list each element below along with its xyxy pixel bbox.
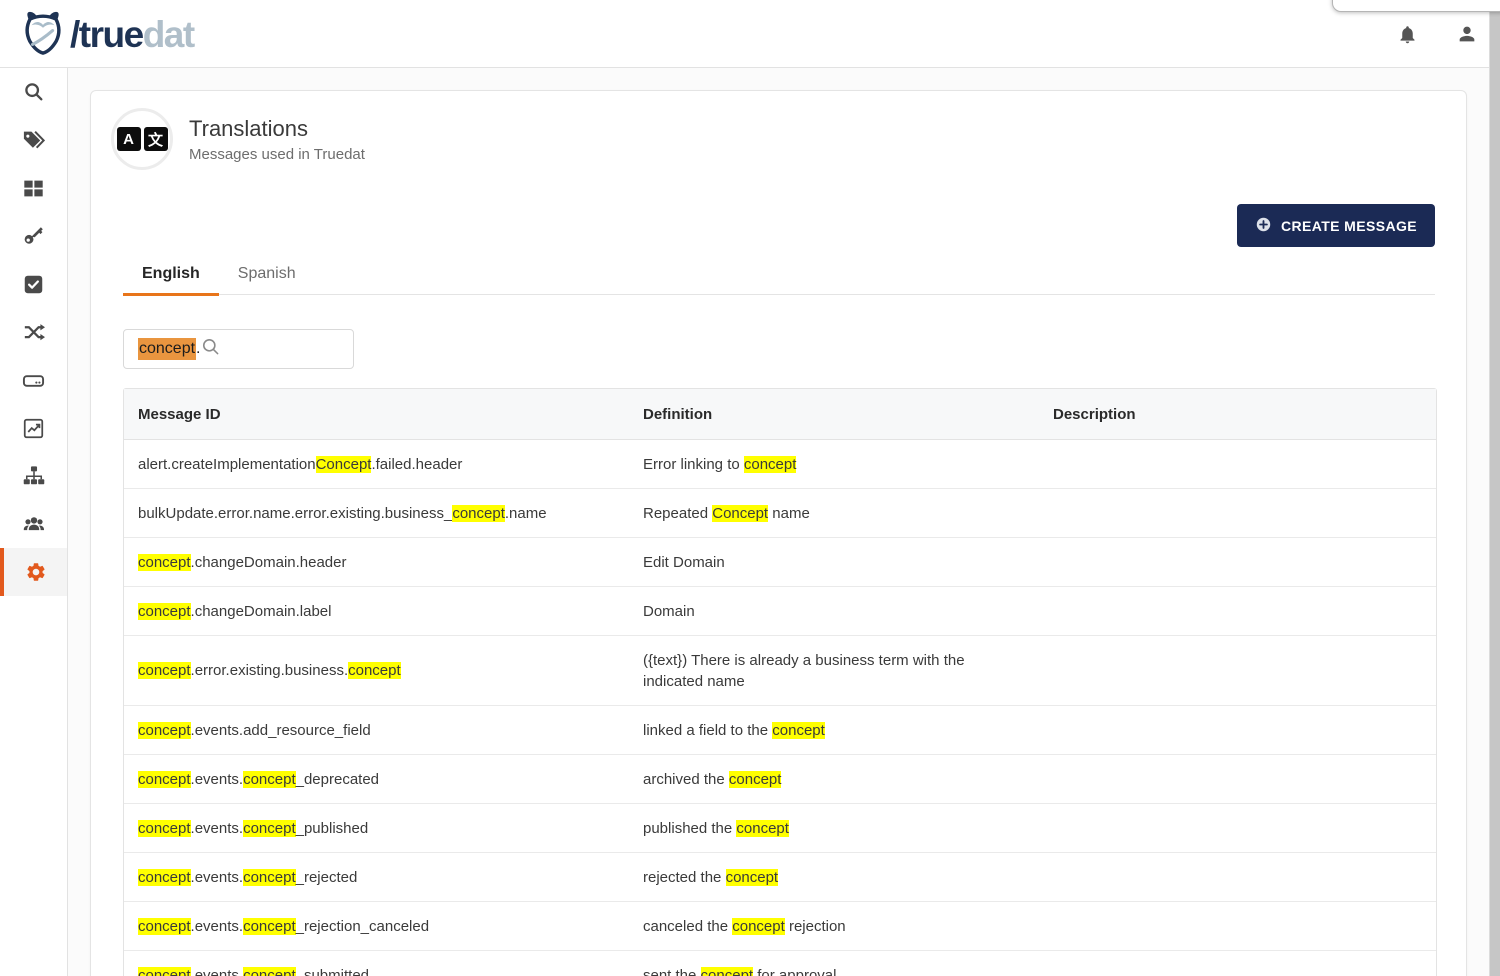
owl-logo-icon — [20, 9, 66, 60]
table-cell: ({text}) There is already a business ter… — [643, 651, 965, 690]
table-cell — [1039, 549, 1436, 576]
table-cell — [1039, 815, 1436, 842]
sidebar-item-users[interactable] — [0, 500, 67, 548]
users-icon — [22, 512, 46, 536]
table-cell — [1039, 500, 1436, 527]
sidebar-item-settings[interactable] — [0, 548, 67, 596]
search-icon — [23, 81, 45, 103]
check-square-icon — [23, 274, 44, 295]
drive-icon — [22, 369, 45, 392]
table-cell — [1039, 766, 1436, 793]
table-cell: concept.events.concept_submitted — [124, 951, 629, 976]
table-cell — [1039, 451, 1436, 478]
grid-icon — [23, 178, 44, 199]
table-body: alert.createImplementationConcept.failed… — [124, 440, 1436, 976]
page-scrollbar[interactable] — [1489, 0, 1500, 976]
search-input[interactable]: concept. — [123, 329, 354, 369]
table-cell — [1039, 864, 1436, 891]
hierarchy-icon — [23, 465, 45, 487]
notifications-bell-icon[interactable] — [1397, 24, 1418, 45]
table-row[interactable]: concept.changeDomain.header Edit Domain — [124, 538, 1436, 587]
translate-icon-a: A — [116, 127, 141, 151]
table-row[interactable]: concept.events.concept_rejected rejected … — [124, 853, 1436, 902]
table-row[interactable]: concept.changeDomain.label Domain — [124, 587, 1436, 636]
table-cell: concept.error.existing.business.concept — [138, 662, 401, 679]
sidebar-item-connectors[interactable] — [0, 308, 67, 356]
table-cell — [1039, 913, 1436, 940]
page-title: Translations — [189, 115, 309, 141]
table-cell — [1039, 962, 1436, 976]
table-cell: concept.events.concept_deprecated — [138, 770, 380, 788]
plus-circle-icon — [1255, 216, 1272, 236]
table-row[interactable]: concept.events.concept_rejection_cancele… — [124, 902, 1436, 951]
column-header-message-id: Message ID — [138, 405, 221, 423]
sidebar-item-tags[interactable] — [0, 116, 67, 164]
messages-table: Message ID Definition Description alert.… — [123, 388, 1437, 976]
table-cell: concept.changeDomain.header — [138, 553, 347, 571]
table-cell: alert.createImplementationConcept.failed… — [138, 455, 463, 473]
tab-spanish[interactable]: Spanish — [237, 264, 296, 282]
sidebar-item-data-sources[interactable] — [0, 356, 67, 404]
table-cell: rejected the concept — [643, 868, 779, 886]
table-cell: Repeated Concept name — [643, 504, 810, 522]
tab-english[interactable]: English — [123, 254, 219, 296]
sidebar-item-domains[interactable] — [0, 452, 67, 500]
translations-card: A 文 Translations Messages used in Trueda… — [90, 90, 1467, 976]
table-cell — [1039, 717, 1436, 744]
table-row[interactable]: concept.events.add_resource_field linked … — [124, 706, 1436, 755]
table-cell: sent the concept for approval — [629, 951, 1039, 976]
search-icon — [201, 337, 220, 361]
table-cell: concept.events.concept_rejected — [138, 868, 358, 886]
browser-popup-remnant — [1332, 0, 1500, 12]
logo[interactable]: /truedat — [20, 9, 195, 60]
table-row[interactable]: concept.events.concept_deprecated archive… — [124, 755, 1436, 804]
table-row[interactable]: bulkUpdate.error.name.error.existing.bus… — [124, 489, 1436, 538]
table-cell — [1039, 598, 1436, 625]
table-cell: concept.events.concept_rejection_cancele… — [138, 917, 430, 935]
table-row[interactable]: alert.createImplementationConcept.failed… — [124, 440, 1436, 489]
translate-icon-cjk: 文 — [143, 127, 168, 151]
table-cell: Domain — [643, 602, 695, 620]
page-subtitle: Messages used in Truedat — [189, 145, 365, 163]
table-header: Message ID Definition Description — [124, 389, 1436, 440]
sidebar-item-search[interactable] — [0, 68, 67, 116]
shuffle-icon — [23, 321, 45, 343]
brand-wordmark: /truedat — [70, 13, 195, 55]
create-message-button[interactable]: CREATE MESSAGE — [1236, 204, 1435, 247]
table-cell: concept.changeDomain.label — [138, 602, 332, 620]
table-cell: archived the concept — [643, 770, 782, 788]
table-cell: concept.events.add_resource_field — [138, 721, 371, 739]
column-header-definition: Definition — [643, 405, 713, 423]
table-cell: linked a field to the concept — [643, 721, 825, 739]
sidebar-item-dashboards[interactable] — [0, 404, 67, 452]
table-cell: concept.events.concept_published — [138, 819, 369, 837]
sidebar — [0, 68, 68, 976]
chart-icon — [23, 418, 44, 439]
sidebar-item-permissions[interactable] — [0, 212, 67, 260]
table-cell: canceled the concept rejection — [643, 917, 846, 935]
user-profile-icon[interactable] — [1456, 23, 1478, 45]
top-bar: /truedat — [0, 0, 1500, 68]
sidebar-item-catalog[interactable] — [0, 164, 67, 212]
search-selected-text: concept — [138, 338, 197, 360]
search-rest-text: . — [196, 340, 201, 357]
key-icon — [23, 225, 45, 247]
table-row[interactable]: concept.events.concept_published publishe… — [124, 804, 1436, 853]
tags-icon — [23, 129, 45, 151]
translate-icon: A 文 — [111, 108, 173, 170]
column-header-description: Description — [1053, 405, 1136, 423]
table-cell — [1039, 657, 1436, 684]
table-row[interactable]: concept.events.concept_submitted sent the… — [124, 951, 1436, 976]
table-cell: Error linking to concept — [643, 455, 797, 473]
table-cell: Edit Domain — [643, 553, 725, 571]
table-cell: published the concept — [643, 819, 789, 837]
settings-gear-icon — [25, 561, 47, 583]
table-cell: bulkUpdate.error.name.error.existing.bus… — [138, 504, 547, 522]
table-row[interactable]: concept.error.existing.business.concept (… — [124, 636, 1436, 706]
sidebar-item-rules[interactable] — [0, 260, 67, 308]
main-content: A 文 Translations Messages used in Trueda… — [68, 68, 1500, 976]
language-tabs: English Spanish — [123, 254, 1435, 296]
